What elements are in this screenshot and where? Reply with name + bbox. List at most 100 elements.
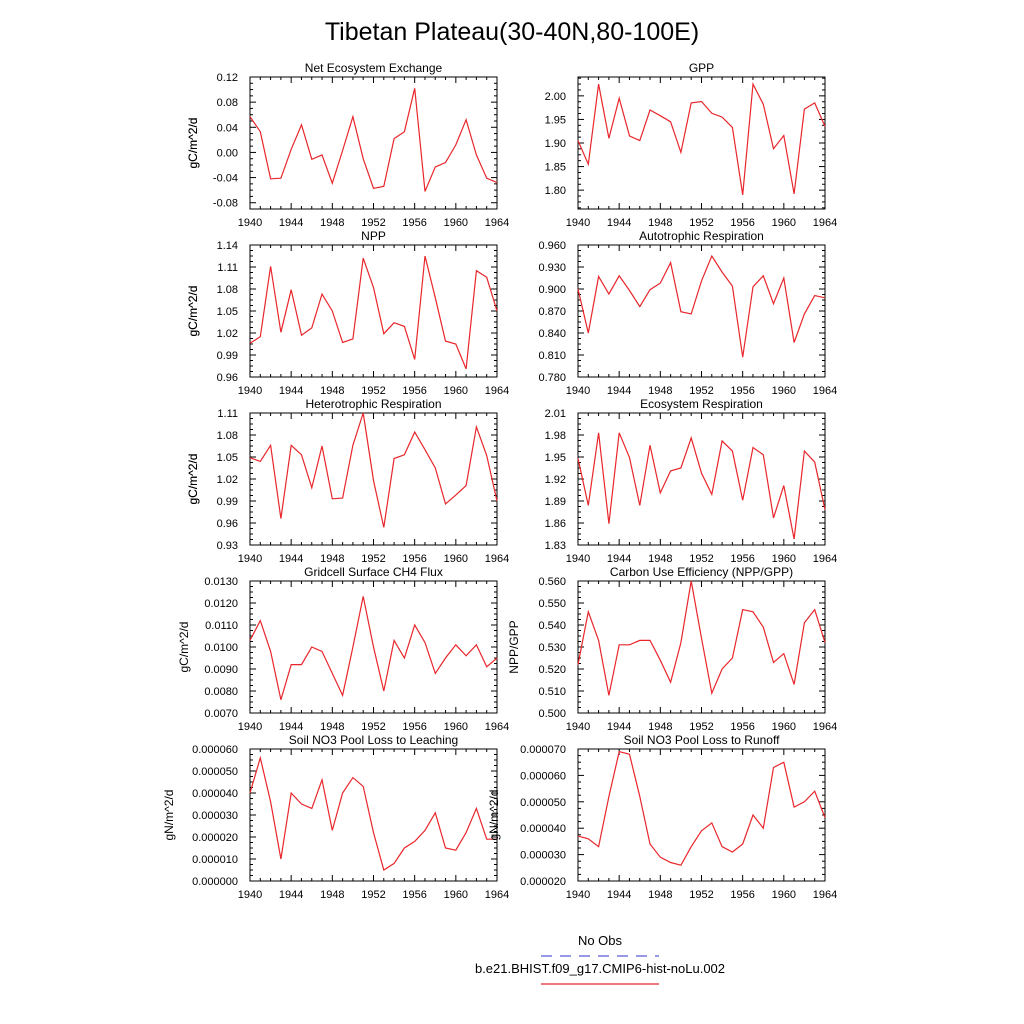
panel-title: Autotrophic Respiration	[639, 229, 764, 243]
y-tick-label: 1.11	[217, 408, 238, 420]
y-tick-label: 1.89	[545, 496, 566, 508]
x-tick-label: 1956	[402, 553, 426, 565]
x-tick-label: 1940	[238, 721, 262, 733]
x-tick-label: 1944	[279, 217, 303, 229]
legend-obs-label: No Obs	[578, 933, 623, 948]
x-tick-label: 1956	[402, 721, 426, 733]
y-tick-label: 0.000060	[520, 770, 566, 782]
y-tick-label: 0.000010	[192, 854, 238, 866]
y-tick-label: 0.000000	[192, 876, 238, 888]
y-tick-label: 0.540	[538, 620, 566, 632]
y-tick-label: 1.02	[217, 328, 238, 340]
x-tick-label: 1944	[279, 721, 303, 733]
y-tick-label: -0.08	[213, 198, 238, 210]
series-line	[577, 81, 826, 195]
chart-panel: Gridcell Surface CH4 Flux gC/m^2/d 1940 194…	[177, 565, 509, 733]
y-axis-label: gC/m^2/d	[186, 454, 200, 505]
x-tick-label: 1964	[485, 385, 509, 397]
y-axis-label: gC/m^2/d	[186, 286, 200, 337]
y-tick-label: 0.000020	[520, 876, 566, 888]
x-tick-label: 1964	[813, 889, 837, 901]
x-tick-label: 1948	[648, 217, 672, 229]
y-tick-label: 1.95	[545, 452, 566, 464]
y-axis-label: gN/m^2/d	[487, 790, 501, 841]
x-tick-label: 1948	[648, 385, 672, 397]
chart-panel: Ecosystem Respiration gC/m^2/d 1940 1944 194…	[186, 397, 837, 565]
y-axis-label: gC/m^2/d	[186, 118, 200, 169]
y-tick-label: 0.00	[217, 147, 238, 159]
y-tick-label: 1.05	[217, 452, 238, 464]
x-tick-label: 1960	[444, 889, 468, 901]
y-tick-label: 0.780	[538, 372, 566, 384]
chart-panel: Autotrophic Respiration gC/m^2/d 1940 1944 1…	[186, 229, 837, 397]
y-tick-label: 1.90	[545, 138, 566, 150]
y-tick-label: 1.08	[217, 430, 238, 442]
x-tick-label: 1960	[444, 721, 468, 733]
chart-panel: Carbon Use Efficiency (NPP/GPP) NPP/GPP 19…	[507, 565, 837, 733]
x-tick-label: 1964	[813, 721, 837, 733]
x-tick-label: 1944	[279, 889, 303, 901]
x-tick-label: 1940	[566, 721, 590, 733]
y-axis-label: gC/m^2/d	[186, 286, 200, 337]
panel-title: Soil NO3 Pool Loss to Leaching	[289, 733, 458, 747]
y-tick-label: 1.02	[217, 474, 238, 486]
y-tick-label: 0.550	[538, 598, 566, 610]
panel-title: GPP	[689, 61, 714, 75]
series-line	[577, 750, 826, 866]
x-tick-label: 1960	[444, 217, 468, 229]
chart-panel: Net Ecosystem Exchange gC/m^2/d 1940 1944 19…	[186, 61, 509, 229]
x-tick-label: 1964	[813, 217, 837, 229]
x-tick-label: 1952	[689, 889, 713, 901]
plot-frame	[249, 748, 498, 882]
y-tick-label: 0.560	[538, 576, 566, 588]
chart-panel: Soil NO3 Pool Loss to Leaching gN/m^2/d 19…	[162, 733, 509, 901]
y-tick-label: 0.000070	[520, 744, 566, 756]
y-axis-label: gC/m^2/d	[186, 118, 200, 169]
x-tick-label: 1952	[689, 553, 713, 565]
y-tick-label: 0.0130	[204, 576, 238, 588]
y-tick-label: 0.900	[538, 284, 566, 296]
y-tick-label: 0.12	[217, 72, 238, 84]
y-tick-label: 0.000060	[192, 744, 238, 756]
plot-frame	[577, 580, 826, 714]
legend-model-label: b.e21.BHIST.f09_g17.CMIP6-hist-noLu.002	[475, 961, 725, 976]
y-tick-label: 0.0110	[205, 620, 238, 632]
chart-panel: Soil NO3 Pool Loss to Runoff gN/m^2/d 1940…	[487, 733, 837, 901]
y-axis-label: NPP/GPP	[507, 620, 521, 673]
y-tick-label: 1.98	[545, 430, 566, 442]
y-tick-label: 0.000030	[520, 850, 566, 862]
y-tick-label: 0.0120	[204, 598, 238, 610]
x-tick-label: 1956	[730, 385, 754, 397]
y-tick-label: 0.870	[538, 306, 566, 318]
y-tick-label: 0.000030	[192, 810, 238, 822]
y-tick-label: 0.0100	[204, 642, 238, 654]
y-tick-label: 0.500	[538, 708, 566, 720]
y-tick-label: 1.85	[545, 162, 566, 174]
y-axis-label: gN/m^2/d	[162, 790, 176, 841]
y-axis-label: gC/m^2/d	[186, 454, 200, 505]
series-line	[577, 254, 826, 358]
x-tick-label: 1948	[320, 553, 344, 565]
y-tick-label: 0.96	[217, 518, 238, 530]
x-tick-label: 1952	[361, 385, 385, 397]
chart-panel: Heterotrophic Respiration gC/m^2/d 1940 194…	[186, 397, 509, 565]
x-tick-label: 1940	[238, 889, 262, 901]
x-tick-label: 1964	[485, 553, 509, 565]
figure-title: Tibetan Plateau(30-40N,80-100E)	[325, 18, 699, 46]
x-tick-label: 1960	[444, 385, 468, 397]
series-line	[577, 580, 826, 696]
series-line	[249, 88, 498, 192]
y-tick-label: 2.01	[545, 408, 566, 420]
y-tick-label: 1.95	[545, 114, 566, 126]
x-tick-label: 1956	[402, 889, 426, 901]
y-tick-label: 0.000050	[520, 797, 566, 809]
x-tick-label: 1956	[730, 721, 754, 733]
x-tick-label: 1960	[772, 721, 796, 733]
panel-title: Net Ecosystem Exchange	[305, 61, 443, 75]
y-tick-label: 0.510	[538, 686, 566, 698]
plot-frame	[577, 412, 826, 546]
x-tick-label: 1944	[607, 217, 631, 229]
x-tick-label: 1956	[730, 553, 754, 565]
x-tick-label: 1944	[607, 889, 631, 901]
series-line	[249, 596, 498, 700]
